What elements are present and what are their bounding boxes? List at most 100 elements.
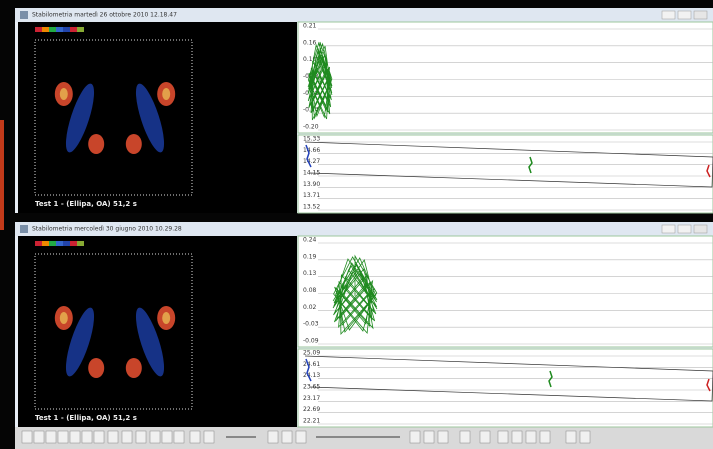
foot-outline bbox=[135, 83, 165, 153]
axis-label: -0.09 bbox=[303, 338, 319, 345]
color-scale bbox=[70, 27, 77, 32]
toolbar-button[interactable] bbox=[539, 430, 551, 444]
chart-panel bbox=[297, 134, 713, 214]
map-area bbox=[34, 253, 193, 410]
toolbar-button[interactable] bbox=[295, 430, 307, 444]
title-bar bbox=[15, 222, 713, 236]
color-scale bbox=[63, 27, 70, 32]
toolbar-button[interactable] bbox=[149, 430, 161, 444]
color-scale bbox=[49, 27, 56, 32]
toolbar-button[interactable] bbox=[281, 430, 293, 444]
toolbar-button[interactable] bbox=[189, 430, 201, 444]
toolbar-button[interactable] bbox=[267, 430, 279, 444]
window-icon bbox=[20, 11, 28, 19]
window-button[interactable] bbox=[661, 10, 676, 20]
heel bbox=[88, 358, 105, 378]
trace-end bbox=[706, 378, 711, 392]
color-scale bbox=[56, 241, 63, 246]
window-button[interactable] bbox=[693, 224, 708, 234]
heel bbox=[88, 134, 105, 154]
axis-label: 13.71 bbox=[303, 192, 320, 199]
color-scale bbox=[77, 241, 84, 246]
axis-label: 24.61 bbox=[303, 361, 320, 368]
foot-outline bbox=[65, 83, 95, 153]
edge-strip bbox=[0, 120, 4, 230]
foot-outline bbox=[135, 307, 165, 377]
trace-end bbox=[706, 164, 711, 178]
axis-label: 14.66 bbox=[303, 147, 320, 154]
axis-label: 22.21 bbox=[303, 418, 320, 425]
toolbar-button[interactable] bbox=[45, 430, 57, 444]
toolbar bbox=[15, 427, 713, 449]
pressure-panel bbox=[18, 236, 297, 427]
toolbar-button[interactable] bbox=[423, 430, 435, 444]
footer: Test 1 - (Ellipa, OA) 51,2 s bbox=[35, 414, 137, 422]
toolbar-button[interactable] bbox=[135, 430, 147, 444]
color-scale bbox=[63, 241, 70, 246]
toolbar-button[interactable] bbox=[409, 430, 421, 444]
axis-label: 14.27 bbox=[303, 158, 320, 165]
window-icon bbox=[20, 225, 28, 233]
window-button[interactable] bbox=[677, 10, 692, 20]
toolbar-button[interactable] bbox=[459, 430, 471, 444]
toolbar-button[interactable] bbox=[565, 430, 577, 444]
axis-label: 13.52 bbox=[303, 204, 320, 211]
forefoot-core bbox=[59, 88, 68, 100]
forefoot-core bbox=[162, 88, 171, 100]
toolbar-button[interactable] bbox=[33, 430, 45, 444]
window-button[interactable] bbox=[693, 10, 708, 20]
color-scale bbox=[56, 27, 63, 32]
axis-label: -0.20 bbox=[303, 124, 319, 131]
color-scale bbox=[35, 241, 42, 246]
toolbar-button[interactable] bbox=[203, 430, 215, 444]
toolbar-button[interactable] bbox=[173, 430, 185, 444]
trace-start bbox=[305, 144, 312, 168]
forefoot-core bbox=[59, 312, 68, 324]
footer: Test 1 - (Ellipa, OA) 51,2 s bbox=[35, 200, 137, 208]
axis-label: 0.21 bbox=[303, 23, 317, 30]
toolbar-button[interactable] bbox=[93, 430, 105, 444]
chart-panel bbox=[297, 21, 713, 134]
toolbar-button[interactable] bbox=[479, 430, 491, 444]
heel bbox=[125, 358, 142, 378]
color-scale bbox=[49, 241, 56, 246]
foot-outline bbox=[65, 307, 95, 377]
axis-label: 0.16 bbox=[303, 39, 317, 46]
axis-label: 25.09 bbox=[303, 350, 320, 357]
axis-label: 0.10 bbox=[303, 56, 317, 63]
toolbar-button[interactable] bbox=[511, 430, 523, 444]
window: Stabilometria mercoledì 30 giugno 2010 1… bbox=[15, 222, 713, 428]
toolbar-button[interactable] bbox=[525, 430, 537, 444]
axis-label: -0.03 bbox=[303, 321, 319, 328]
toolbar-button[interactable] bbox=[161, 430, 173, 444]
window: Stabilometria martedì 26 ottobre 2010 12… bbox=[15, 8, 713, 214]
toolbar-button[interactable] bbox=[21, 430, 33, 444]
axis-label: 0.24 bbox=[303, 237, 317, 244]
axis-label: 13.90 bbox=[303, 181, 320, 188]
toolbar-button[interactable] bbox=[497, 430, 509, 444]
toolbar-button[interactable] bbox=[107, 430, 119, 444]
toolbar-button[interactable] bbox=[437, 430, 449, 444]
color-scale bbox=[42, 241, 49, 246]
toolbar-button[interactable] bbox=[579, 430, 591, 444]
forefoot-core bbox=[162, 312, 171, 324]
toolbar-button[interactable] bbox=[69, 430, 81, 444]
axis-label: -0.08 bbox=[303, 90, 319, 97]
axis-label: 0.02 bbox=[303, 304, 317, 311]
chart-panel bbox=[297, 348, 713, 428]
window-button[interactable] bbox=[677, 224, 692, 234]
axis-label: 24.13 bbox=[303, 372, 320, 379]
axis-label: 0.08 bbox=[303, 287, 317, 294]
toolbar-button[interactable] bbox=[121, 430, 133, 444]
toolbar-button[interactable] bbox=[81, 430, 93, 444]
axis-label: 0.13 bbox=[303, 270, 317, 277]
window-button[interactable] bbox=[661, 224, 676, 234]
axis-label: 23.17 bbox=[303, 395, 320, 402]
toolbar-button[interactable] bbox=[57, 430, 69, 444]
axis-label: 22.69 bbox=[303, 406, 320, 413]
trace-mid bbox=[528, 156, 533, 174]
color-scale bbox=[70, 241, 77, 246]
trace bbox=[332, 254, 378, 336]
